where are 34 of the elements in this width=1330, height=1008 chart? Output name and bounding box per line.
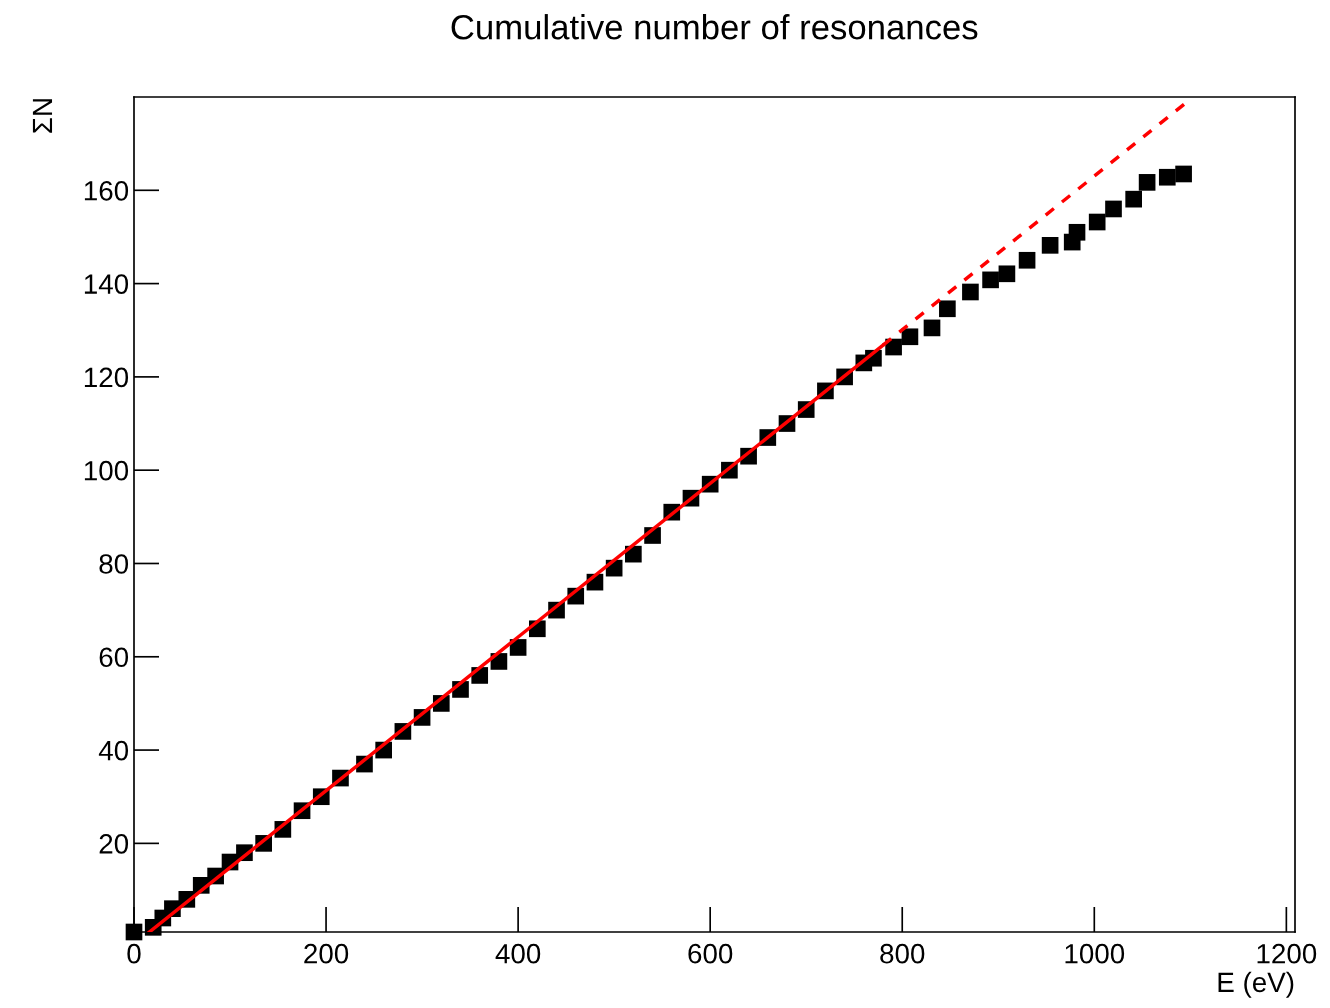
point xyxy=(1105,200,1122,218)
y-tick-label: 80 xyxy=(99,554,129,574)
point xyxy=(1041,237,1059,254)
x-tick-label: 600 xyxy=(688,943,733,964)
point xyxy=(1138,174,1156,191)
x-axis-title: E (eV) xyxy=(1218,971,1294,998)
y-tick-label: 160 xyxy=(84,180,129,201)
y-tick-label: 120 xyxy=(84,367,129,388)
point xyxy=(1088,213,1106,231)
y-tick-label: 100 xyxy=(84,460,129,481)
x-tick-label: 1200 xyxy=(1257,943,1317,964)
y-axis-title: ΣN xyxy=(32,99,53,133)
point xyxy=(1018,251,1036,269)
point xyxy=(939,300,956,318)
chart-title: Cumulative number of resonances xyxy=(451,14,978,40)
x-tick-label: 200 xyxy=(304,943,349,964)
point xyxy=(1068,223,1086,241)
point xyxy=(982,271,999,289)
point xyxy=(962,283,979,301)
x-tick-label: 1000 xyxy=(1065,943,1125,964)
point xyxy=(923,319,941,337)
point xyxy=(125,923,143,941)
point xyxy=(901,328,919,346)
x-tick-label: 400 xyxy=(495,943,541,964)
y-tick-label: 20 xyxy=(99,834,129,854)
x-tick-label: 0 xyxy=(127,943,141,964)
point xyxy=(1158,168,1176,186)
y-tick-label: 40 xyxy=(98,740,129,761)
point xyxy=(1125,190,1142,208)
x-tick-label: 800 xyxy=(880,943,925,964)
point xyxy=(1175,165,1192,183)
y-tick-label: 60 xyxy=(99,647,129,668)
y-tick-label: 140 xyxy=(84,274,129,294)
point xyxy=(998,265,1016,283)
